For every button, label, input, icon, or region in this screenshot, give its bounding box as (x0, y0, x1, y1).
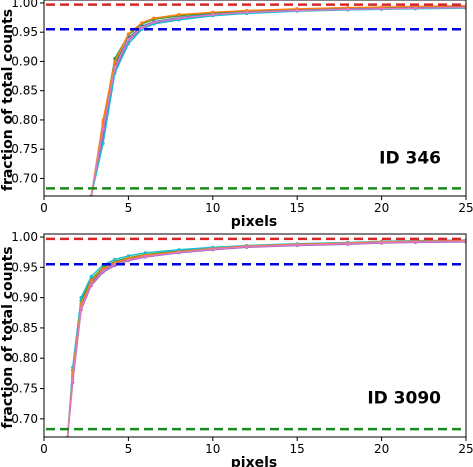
data-point (295, 243, 299, 247)
data-point (89, 279, 93, 283)
data-point (113, 262, 117, 266)
chart-panel-1: 0.70 0.75 0.80 0.85 0.90 0.95 1.00 0 5 10 15 20 25 pi… (0, 0, 473, 230)
id-annotation: ID 3090 (367, 389, 441, 409)
x-tick-label: 0 (40, 442, 48, 456)
data-point (211, 13, 215, 17)
x-tick-label: 25 (458, 201, 473, 215)
data-point (101, 118, 105, 122)
data-point (143, 251, 147, 255)
x-tick-label: 10 (205, 442, 220, 456)
data-point (140, 25, 144, 30)
y-tick-label: 0.85 (11, 84, 38, 98)
data-point (346, 242, 350, 246)
data-point (177, 250, 181, 254)
y-axis-label: fraction of total counts (0, 246, 16, 428)
x-tick-label: 20 (374, 201, 389, 215)
data-point (140, 21, 144, 25)
y-tick-label: 0.90 (11, 54, 38, 68)
x-axis-label: pixels (231, 455, 277, 467)
axes-frame (43, 0, 467, 197)
id-annotation: ID 346 (379, 149, 441, 169)
y-tick-label: 0.90 (11, 291, 38, 305)
series-line-5 (90, 5, 466, 196)
data-point (152, 20, 156, 24)
y-tick-label: 0.70 (11, 412, 38, 426)
data-point (126, 37, 130, 41)
data-point (79, 306, 83, 310)
series-line-6 (90, 6, 466, 196)
y-tick-label: 1.00 (11, 0, 38, 10)
x-tick-label: 15 (290, 201, 305, 215)
data-point (346, 7, 350, 11)
data-point (143, 254, 147, 259)
data-point (126, 42, 130, 46)
data-point (211, 247, 215, 251)
data-point (152, 16, 156, 20)
data-point (101, 141, 105, 145)
x-tick-label: 20 (374, 442, 389, 456)
y-tick-label: 0.75 (11, 142, 38, 156)
data-point (89, 274, 93, 279)
y-axis-label: fraction of total counts (0, 9, 16, 191)
data-point (113, 257, 117, 262)
y-tick-label: 0.95 (11, 260, 38, 274)
data-point (101, 127, 105, 131)
y-tick-label: 0.75 (11, 382, 38, 396)
data-point (413, 6, 417, 10)
y-tick-label: 0.95 (11, 25, 38, 39)
data-point (380, 7, 384, 11)
data-point (101, 266, 105, 271)
x-tick-label: 0 (40, 201, 48, 215)
y-tick-label: 1.00 (11, 230, 38, 244)
data-point (113, 65, 117, 69)
x-tick-label: 15 (290, 442, 305, 456)
data-point (177, 16, 181, 20)
series-line-6 (66, 240, 466, 437)
data-point (295, 8, 299, 13)
data-point (89, 282, 93, 286)
y-tick-label: 0.70 (11, 171, 38, 185)
data-point (413, 240, 417, 244)
data-point (126, 32, 130, 36)
x-tick-label: 10 (205, 201, 220, 215)
data-point (113, 59, 117, 64)
data-point (101, 269, 105, 273)
data-point (380, 240, 384, 245)
data-point (244, 10, 249, 14)
data-point (177, 13, 181, 17)
y-tick-label: 0.80 (11, 351, 38, 365)
series-group (66, 238, 466, 437)
data-point (71, 377, 75, 382)
chart-panel-2: 0.70 0.75 0.80 0.85 0.90 0.95 1.00 0 5 10 15 20 25 pi… (0, 230, 473, 467)
x-tick-label: 5 (125, 442, 133, 456)
data-point (79, 296, 83, 300)
data-point (126, 254, 130, 258)
x-tick-label: 5 (125, 201, 133, 215)
y-tick-label: 0.85 (11, 321, 38, 335)
x-axis-label: pixels (231, 214, 277, 230)
data-point (126, 258, 130, 262)
y-tick-label: 0.80 (11, 113, 38, 127)
series-group (89, 4, 466, 196)
x-tick-label: 25 (458, 442, 473, 456)
axes-frame (43, 233, 467, 438)
data-point (244, 245, 249, 249)
data-point (211, 10, 215, 14)
